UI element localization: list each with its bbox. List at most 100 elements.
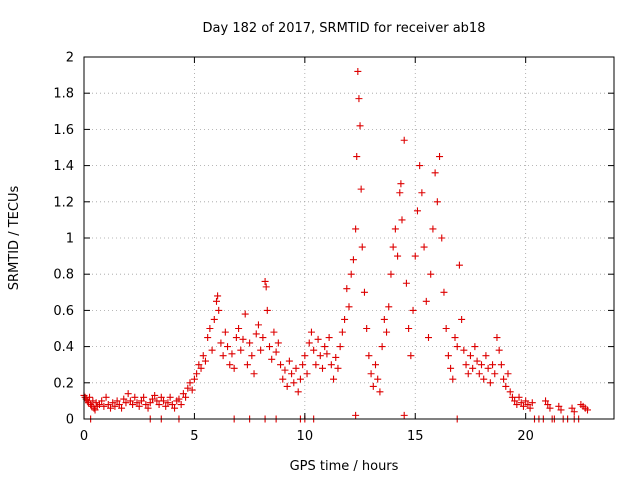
data-point-marker [325, 334, 333, 342]
data-point-marker [353, 153, 361, 161]
data-point-marker [201, 357, 209, 365]
data-point-marker [137, 397, 145, 405]
data-point-marker [246, 339, 254, 347]
data-points [80, 67, 591, 423]
data-point-marker [160, 397, 167, 405]
data-point-marker [210, 315, 218, 323]
data-point-marker [182, 393, 190, 401]
data-point-marker [266, 343, 273, 351]
data-point-marker [400, 136, 408, 144]
data-point-marker [354, 67, 362, 75]
data-point-marker [190, 375, 198, 383]
data-point-marker [232, 334, 240, 342]
data-point-marker [224, 343, 232, 351]
data-point-marker [285, 357, 293, 365]
data-point-marker [469, 364, 477, 372]
data-point-marker [146, 399, 154, 407]
x-axis-label: GPS time / hours [290, 459, 399, 474]
data-point-marker [464, 370, 472, 378]
data-point-marker [142, 401, 150, 409]
data-point-marker [431, 169, 439, 177]
data-point-marker [341, 315, 349, 323]
data-point-marker [118, 404, 126, 412]
data-point-marker [252, 330, 260, 338]
x-tick-labels: 0 5 10 15 20 [80, 429, 534, 444]
data-point-marker [91, 406, 99, 414]
y-tick-label: 0.4 [53, 340, 74, 355]
data-point-marker [389, 243, 397, 251]
data-point-marker [398, 216, 406, 224]
data-point-marker [213, 297, 220, 305]
data-point-marker [204, 334, 212, 342]
data-point-marker [378, 343, 386, 351]
data-point-marker [557, 406, 565, 414]
data-point-marker [394, 252, 402, 260]
data-point-marker [502, 382, 510, 390]
data-point-marker [307, 328, 315, 336]
data-point-marker [449, 375, 457, 383]
data-point-marker [321, 343, 329, 351]
data-point-marker [374, 375, 382, 383]
data-point-marker [372, 361, 379, 369]
data-point-marker [495, 346, 503, 354]
data-point-marker [230, 364, 238, 372]
data-point-marker [305, 339, 313, 347]
data-point-marker [493, 334, 501, 342]
data-point-marker [411, 252, 419, 260]
data-point-marker [254, 321, 262, 329]
data-point-marker [140, 393, 148, 401]
axis-ticks [83, 56, 614, 420]
data-point-marker [402, 279, 410, 287]
data-point-marker [511, 397, 519, 405]
data-point-marker [367, 370, 375, 378]
data-point-marker [438, 234, 446, 242]
data-point-marker [355, 95, 363, 103]
data-point-marker [440, 288, 448, 296]
data-point-marker [343, 285, 351, 293]
data-point-marker [407, 352, 415, 360]
data-point-marker [274, 339, 282, 347]
data-point-marker [429, 225, 437, 233]
data-point-marker [215, 306, 223, 314]
data-point-marker [327, 361, 335, 369]
data-point-marker [310, 346, 318, 354]
data-point-marker [243, 361, 251, 369]
y-tick-labels: 0 0.2 0.4 0.6 0.8 1 1.2 1.4 1.6 1.8 2 [53, 51, 74, 428]
data-point-marker [453, 343, 461, 351]
data-point-marker [153, 397, 161, 405]
data-point-marker [164, 399, 172, 407]
data-point-marker [500, 375, 508, 383]
data-point-marker [290, 379, 298, 387]
data-point-marker [279, 375, 287, 383]
data-point-marker [86, 393, 94, 401]
data-point-marker [206, 325, 214, 332]
data-point-marker [199, 352, 207, 360]
data-point-marker [396, 189, 404, 197]
data-point-marker [484, 364, 492, 372]
data-point-marker [508, 393, 516, 401]
data-point-marker [294, 388, 302, 396]
data-point-marker [226, 361, 234, 369]
data-point-marker [365, 352, 373, 360]
data-point-marker [124, 390, 132, 398]
data-point-marker [319, 364, 326, 372]
data-point-marker [473, 357, 481, 365]
data-point-marker [301, 352, 309, 360]
data-point-marker [387, 270, 395, 278]
data-point-marker [235, 325, 243, 332]
data-point-marker [208, 346, 216, 354]
x-tick-label: 0 [80, 429, 88, 444]
data-point-marker [544, 401, 552, 409]
data-point-marker [214, 292, 222, 300]
data-point-marker [277, 361, 285, 369]
data-point-marker [148, 395, 156, 403]
data-point-marker [391, 225, 399, 233]
data-point-marker [262, 283, 270, 291]
data-point-marker [195, 361, 203, 369]
data-point-marker [228, 350, 236, 358]
data-point-marker [444, 352, 452, 360]
data-point-marker [237, 346, 245, 354]
data-point-marker [519, 402, 527, 410]
data-point-marker [482, 352, 490, 360]
data-point-marker [175, 395, 183, 403]
